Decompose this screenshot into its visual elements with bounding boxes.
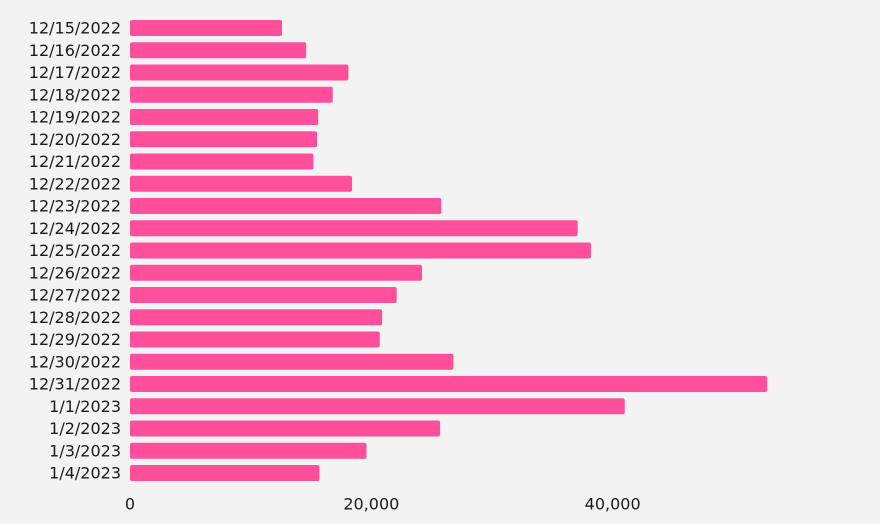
bar — [130, 353, 454, 370]
category-label: 12/17/2022 — [29, 63, 121, 82]
category-label: 12/15/2022 — [29, 19, 121, 38]
x-tick-label: 0 — [125, 495, 135, 514]
category-label: 12/20/2022 — [29, 130, 121, 149]
category-label: 1/1/2023 — [49, 397, 121, 416]
category-label: 12/22/2022 — [29, 174, 121, 193]
bar — [130, 465, 320, 481]
category-label: 1/3/2023 — [49, 441, 121, 460]
bar — [130, 64, 349, 81]
bar — [130, 242, 591, 259]
x-axis-ticks: 0 20,000 40,000 — [125, 495, 641, 514]
bar — [130, 264, 423, 281]
category-label: 1/2/2023 — [49, 419, 121, 438]
category-label: 12/18/2022 — [29, 85, 121, 104]
category-label: 12/29/2022 — [29, 330, 121, 349]
bar — [130, 175, 353, 192]
category-label: 12/26/2022 — [29, 263, 121, 282]
category-label: 12/25/2022 — [29, 241, 121, 260]
bar — [130, 153, 314, 170]
bar — [130, 109, 319, 125]
bar — [130, 309, 383, 326]
bar — [130, 131, 318, 148]
bar — [130, 198, 442, 214]
bar — [130, 20, 283, 36]
category-label: 12/16/2022 — [29, 41, 121, 60]
x-tick-label: 20,000 — [343, 495, 399, 514]
category-label: 12/31/2022 — [29, 375, 121, 394]
category-label: 12/24/2022 — [29, 219, 121, 238]
category-label: 12/19/2022 — [29, 108, 121, 127]
category-label: 12/23/2022 — [29, 197, 121, 216]
x-tick-label: 40,000 — [585, 495, 641, 514]
bars — [130, 20, 768, 481]
category-label: 12/28/2022 — [29, 308, 121, 327]
bar — [130, 42, 307, 59]
bar — [130, 86, 333, 103]
category-labels: 12/15/2022 12/16/2022 12/17/2022 12/18/2022… — [29, 19, 121, 483]
bar — [130, 376, 768, 392]
category-label: 12/30/2022 — [29, 352, 121, 371]
bar — [130, 220, 578, 237]
bar — [130, 331, 380, 348]
bar — [130, 398, 625, 415]
category-label: 12/27/2022 — [29, 286, 121, 305]
bar — [130, 442, 367, 459]
category-label: 12/21/2022 — [29, 152, 121, 171]
category-label: 1/4/2023 — [49, 464, 121, 483]
bar — [130, 420, 441, 437]
bar — [130, 287, 397, 303]
